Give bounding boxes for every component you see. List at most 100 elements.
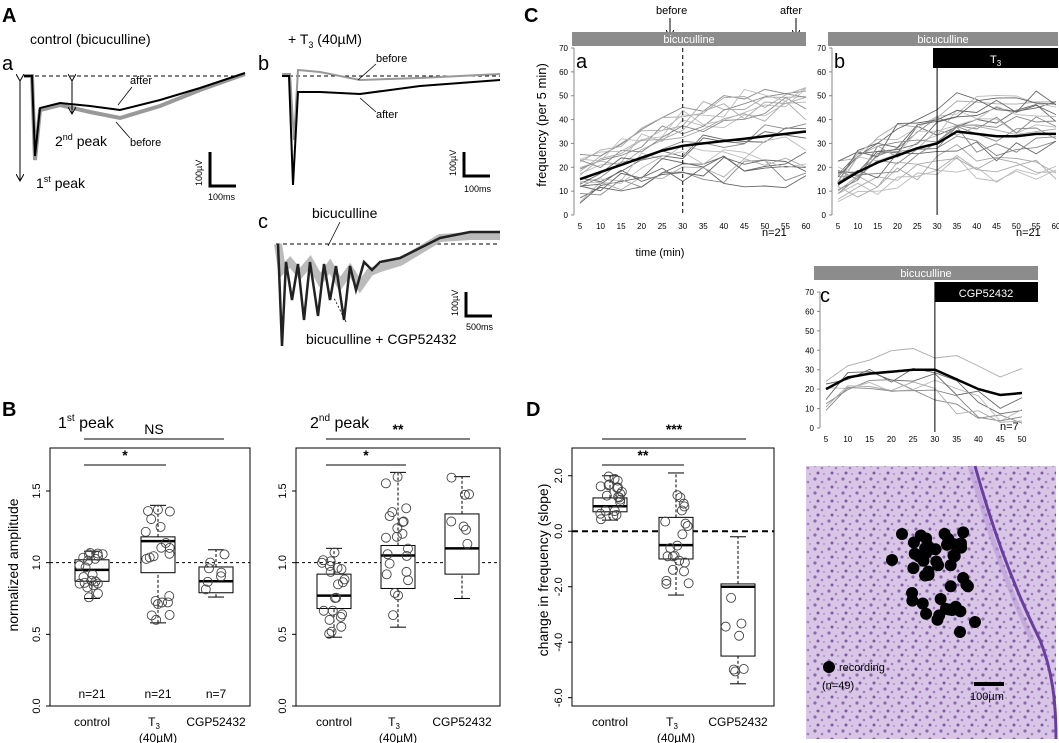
data-point — [738, 664, 749, 674]
data-point — [672, 540, 683, 551]
data-point — [156, 542, 167, 553]
recording-site — [930, 555, 943, 568]
significance-label: * — [363, 447, 369, 463]
data-point — [601, 490, 612, 501]
data-point — [164, 591, 175, 602]
y-tick-label: 40 — [817, 116, 826, 125]
chart-C-c: 0 10 20 30 40 50 60 70 5 10 15 20 25 30 35 40 45 50 — [805, 282, 1027, 444]
individual-trace — [579, 149, 807, 184]
recording-site — [949, 600, 962, 613]
y-tick-label: 0 — [564, 211, 569, 220]
y-tick-label: 0.0 — [553, 524, 565, 539]
individual-trace — [837, 105, 1057, 187]
data-point — [683, 578, 694, 589]
data-point — [680, 518, 691, 529]
data-point — [92, 578, 103, 589]
x-tick-label: 5 — [824, 435, 829, 444]
panel-A-b-title: + T3 (40µM) — [288, 31, 362, 50]
data-point — [90, 553, 101, 564]
trace-A-b-before — [282, 68, 501, 141]
data-point — [88, 580, 99, 591]
y-tick-label: 0 — [810, 424, 815, 433]
recording-site — [954, 626, 966, 638]
data-point — [219, 549, 230, 560]
data-point — [609, 473, 620, 484]
data-point — [661, 578, 672, 589]
data-point — [393, 590, 403, 601]
data-point — [596, 514, 606, 525]
x-tick-label: 5 — [578, 222, 583, 231]
individual-trace — [579, 155, 807, 199]
x-label: control — [74, 715, 110, 729]
histology-image: recording (n=49) 100µm — [806, 465, 1058, 740]
chart-C-a: 0 10 20 30 40 50 60 70 5 10 15 20 25 30 35 40 45 50 55 60 — [559, 44, 811, 231]
bicuculline-bar-C-a — [572, 32, 806, 46]
trace-A-c-cgp — [276, 230, 500, 347]
n-C-c: n=7 — [1000, 421, 1019, 433]
D-ylabel: change in frequency (slope) — [535, 484, 551, 657]
recording-site — [907, 562, 920, 575]
n-label: n=7 — [206, 687, 227, 701]
plot-frame — [571, 447, 775, 707]
y-tick-label: 0.0 — [277, 698, 289, 713]
data-point — [608, 510, 619, 521]
individual-trace — [579, 96, 807, 169]
individual-trace — [579, 88, 807, 161]
data-point — [155, 521, 166, 532]
data-point — [329, 547, 340, 558]
data-point — [336, 564, 347, 575]
x-tick-label: 35 — [952, 222, 961, 231]
data-point — [80, 562, 91, 573]
n-label: n=21 — [144, 687, 171, 701]
trace-A-b-after — [282, 75, 501, 186]
data-point — [609, 506, 620, 516]
individual-trace — [579, 87, 807, 162]
data-point — [389, 588, 400, 598]
panel-label-B: B — [2, 399, 16, 421]
data-point — [335, 611, 346, 622]
data-point — [734, 630, 745, 641]
data-point — [324, 614, 335, 625]
x-tick-label: 15 — [617, 222, 626, 231]
pointer-before-b — [357, 63, 377, 81]
x-label: CGP52432 — [186, 715, 246, 729]
y-tick-label: 10 — [559, 187, 568, 196]
data-point — [388, 610, 399, 621]
data-point — [78, 572, 89, 583]
individual-trace — [579, 156, 807, 187]
data-point — [677, 529, 688, 540]
label-before-arrow: before — [656, 5, 687, 17]
data-point — [146, 514, 157, 525]
pointer-bicuculline-c — [327, 221, 341, 247]
y-tick-label: 50 — [805, 327, 814, 336]
data-point — [150, 595, 161, 606]
x-label-T3: T3 — [388, 715, 400, 731]
pointer-cgp-c — [333, 297, 347, 323]
x-tick-label: 25 — [658, 222, 667, 231]
data-point — [164, 610, 175, 620]
data-point — [325, 556, 336, 567]
x-tick-label: 20 — [893, 222, 902, 231]
pointer-before — [115, 121, 131, 139]
x-tick-label: 45 — [740, 222, 749, 231]
individual-trace — [837, 92, 1057, 182]
box — [444, 513, 480, 575]
data-point — [318, 555, 329, 566]
mean-trace — [837, 130, 1056, 186]
recording-site — [969, 616, 981, 628]
data-point — [458, 521, 469, 532]
y-tick-label: 2.0 — [553, 468, 565, 483]
x-tick-label: 10 — [853, 222, 862, 231]
recording-site — [907, 536, 920, 549]
recording-site — [896, 528, 908, 540]
x-tick-label: 40 — [972, 222, 981, 231]
data-point — [720, 621, 731, 632]
data-point — [674, 555, 685, 566]
scale-A-c-voltage: 100µV — [450, 290, 460, 316]
scale-A-c-time: 500ms — [466, 322, 494, 332]
B2-title: 2nd peak — [310, 413, 370, 432]
T3-label-C-b: T3 — [990, 54, 1002, 68]
data-point — [164, 548, 175, 559]
y-tick-label: 0.5 — [277, 627, 289, 642]
